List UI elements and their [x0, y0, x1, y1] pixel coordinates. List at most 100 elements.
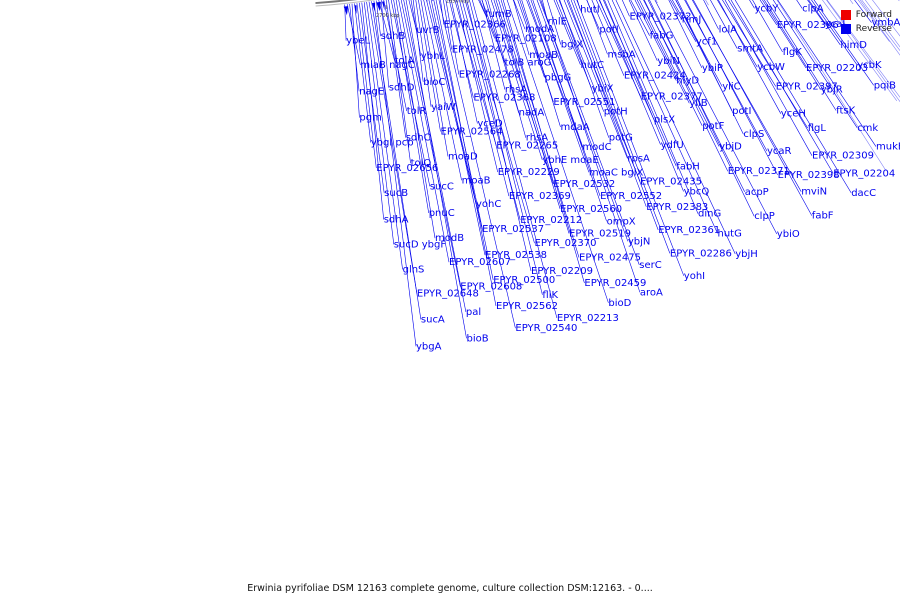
gene-label: sdhC — [406, 133, 431, 144]
leader-line — [653, 0, 709, 5]
gene-label: clpA — [802, 3, 824, 14]
gene-label: ompX — [607, 216, 636, 227]
gene-label: dinG — [698, 209, 721, 220]
gene-label: yliC — [722, 82, 740, 93]
gene-label: rpsA — [627, 153, 650, 164]
gene-label: hutI — [580, 4, 600, 15]
gene-label: EPYR_02213 — [557, 313, 619, 324]
gene-label: hutG — [718, 228, 742, 239]
gene-label: ybgA — [416, 341, 442, 352]
legend-forward-label: Forward — [856, 10, 892, 20]
gene-label: sdhB — [381, 31, 406, 42]
gene-label: rhsA — [505, 85, 527, 96]
gene-label: EPYR_02532 — [553, 179, 615, 190]
gene-label: hlyD — [676, 76, 699, 87]
gene-label: fabH — [676, 161, 700, 172]
gene-label: ybjH — [735, 249, 758, 260]
gene-label: modB — [435, 233, 464, 244]
gene-label: EPYR_02560 — [560, 204, 622, 215]
gene-label: smtA — [737, 44, 763, 55]
gene-label: ybjR — [821, 84, 843, 95]
gene-label: ydfU — [661, 140, 684, 151]
gene-label: ybiX — [592, 84, 614, 95]
gene-label: potI — [599, 25, 618, 36]
legend-reverse-label: Reverse — [856, 24, 892, 34]
gene-label: ycbK — [857, 60, 882, 71]
gene-label: EPYR_02562 — [496, 301, 558, 312]
gene-label: potF — [702, 121, 724, 132]
gene-label: cmk — [857, 123, 878, 134]
gene-label: EPYR_02398 — [778, 170, 840, 181]
gene-label: yohI — [684, 271, 705, 282]
gene-label: EPYR_02475 — [579, 253, 641, 264]
gene-label: yceD — [477, 119, 503, 130]
gene-label: tolQ — [411, 158, 432, 169]
gene-label: acpP — [745, 187, 769, 198]
gene-label: himD — [840, 40, 867, 51]
gene-label: EPYR_02519 — [569, 228, 631, 239]
gene-label: ybjN — [628, 236, 651, 247]
leader-line — [352, 4, 359, 118]
gene-label: EPYR_02361 — [658, 225, 720, 236]
gene-label: EPYR_02229 — [498, 167, 560, 178]
gene-label: bioC — [423, 77, 445, 88]
gene-label: bioB — [467, 333, 489, 344]
gene-label: yohC — [476, 199, 501, 210]
gene-label: moaB — [529, 50, 558, 61]
gene-label: sdhA — [384, 215, 409, 226]
gene-label: rhlE — [548, 17, 567, 28]
gene-labels: EPYR_02674leuSlntcorCybeZ asnB nagB furg… — [346, 3, 900, 352]
gene-label: flgK — [783, 47, 803, 58]
forward-swatch — [841, 10, 851, 20]
tick-label: 2650 kbp — [446, 0, 470, 5]
gene-label: nagE — [359, 86, 384, 97]
gene-label: fabF — [812, 211, 834, 222]
gene-label: potI — [732, 106, 751, 117]
gene-label: potG — [609, 133, 633, 144]
gene-label: pal — [466, 307, 481, 318]
gene-label: lolA — [719, 24, 738, 35]
gene-label: dacC — [851, 188, 876, 199]
gene-label: tolA — [395, 55, 415, 66]
gene-label: EPYR_02538 — [485, 250, 547, 261]
gene-label: mukE — [876, 142, 900, 153]
gene-label: EPYR_02478 — [452, 44, 514, 55]
gene-arrow — [344, 6, 349, 15]
gene-label: pbgG — [545, 73, 572, 84]
gene-label: flgL — [808, 123, 827, 134]
gene-label: ybeL — [346, 36, 370, 47]
map-caption: Erwinia pyrifoliae DSM 12163 complete ge… — [0, 583, 900, 594]
strand-legend: Forward Reverse — [841, 8, 892, 36]
gene-label: rhsA — [526, 133, 548, 144]
gene-label: yaiW — [431, 102, 456, 113]
gene-label: moaC bglX — [589, 167, 644, 178]
gene-label: EPYR_02212 — [520, 215, 582, 226]
gene-label: EPYR_02370 — [535, 238, 597, 249]
gene-label: ybiP — [702, 63, 723, 74]
gene-label: uvrB — [416, 25, 439, 36]
tick-label: 2700 kbp — [376, 13, 400, 19]
gene-label: ybhE moaE — [542, 155, 598, 166]
gene-label: pqiB — [874, 80, 896, 91]
gene-label: modC — [582, 142, 611, 153]
gene-label: fabG — [650, 31, 674, 42]
gene-arrow — [382, 1, 385, 10]
gene-label: EPYR_02309 — [812, 151, 874, 162]
gene-label: EPYR_02209 — [531, 266, 593, 277]
gene-label: rimJ — [682, 15, 702, 26]
gene-label: EPYR_02268 — [459, 69, 521, 80]
gene-label: ycf1 — [696, 37, 717, 48]
tick-mark — [386, 5, 387, 9]
gene-label: nadA — [519, 108, 545, 119]
gene-label: aroA — [640, 287, 663, 298]
gene-label: pgm — [359, 113, 381, 124]
leader-line — [766, 0, 899, 1]
gene-label: EPYR_02204 — [833, 168, 895, 179]
legend-forward: Forward — [841, 8, 892, 22]
gene-label: potH — [604, 107, 628, 118]
leader-line — [444, 0, 459, 74]
gene-label: EPYR_02540 — [515, 323, 577, 334]
gene-label: mviN — [801, 187, 827, 198]
gene-label: sucB — [384, 188, 408, 199]
gene-label: ycbW — [757, 62, 785, 73]
